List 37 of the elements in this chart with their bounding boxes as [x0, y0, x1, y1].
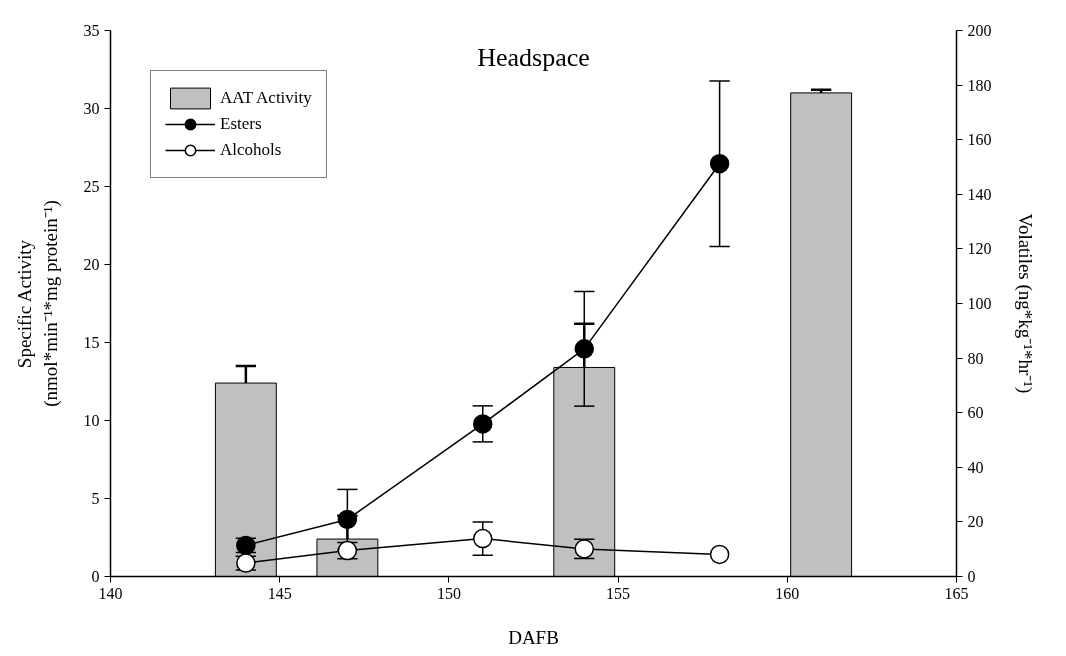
- y2-tick-label: 60: [967, 404, 984, 422]
- point: [472, 414, 493, 434]
- x-tick-label: 145: [267, 584, 292, 602]
- y2-tick-label: 0: [967, 568, 976, 585]
- y-tick-label: 0: [91, 568, 100, 585]
- y-tick-label: 25: [83, 178, 100, 195]
- y2-tick-label: 160: [967, 131, 992, 149]
- y-tick-label: 30: [83, 100, 100, 117]
- legend-label: Esters: [220, 114, 262, 134]
- y2-tick-label: 20: [967, 513, 984, 531]
- y2-tick-label: 40: [967, 458, 984, 476]
- y2-tick-label: 100: [967, 295, 992, 312]
- y2-tick-label: 80: [967, 349, 984, 367]
- x-tick-label: 140: [98, 584, 123, 602]
- point: [709, 153, 730, 174]
- x-tick-label: 155: [606, 584, 631, 602]
- y-tick-label: 10: [83, 412, 100, 429]
- y-tick-label: 15: [83, 334, 100, 351]
- x-tick-label: 150: [436, 584, 461, 602]
- x-tick-label: 165: [944, 584, 969, 602]
- x-axis-title: DAFB: [508, 626, 559, 648]
- y2-tick-label: 200: [967, 22, 992, 39]
- y2-tick-label: 140: [967, 185, 992, 203]
- legend-label: Alcohols: [220, 140, 282, 160]
- point: [337, 509, 358, 530]
- y-tick-label: 20: [83, 256, 100, 273]
- legend-label: AAT Activity: [220, 88, 312, 108]
- point: [574, 339, 595, 359]
- y2-tick-label: 180: [967, 76, 992, 94]
- y-tick-label: 35: [83, 22, 100, 39]
- y-tick-label: 5: [91, 490, 100, 507]
- text: Headspace: [477, 42, 590, 72]
- y-axis-title: Specific Activity (nmol*min⁻¹*mg protein⁻¹): [14, 200, 62, 407]
- y2-axis-title: Volatiles (ng*kg⁻¹*hr⁻¹): [1013, 213, 1036, 394]
- x-tick-label: 160: [775, 584, 800, 602]
- point: [472, 528, 493, 549]
- y2-tick-label: 120: [967, 240, 992, 258]
